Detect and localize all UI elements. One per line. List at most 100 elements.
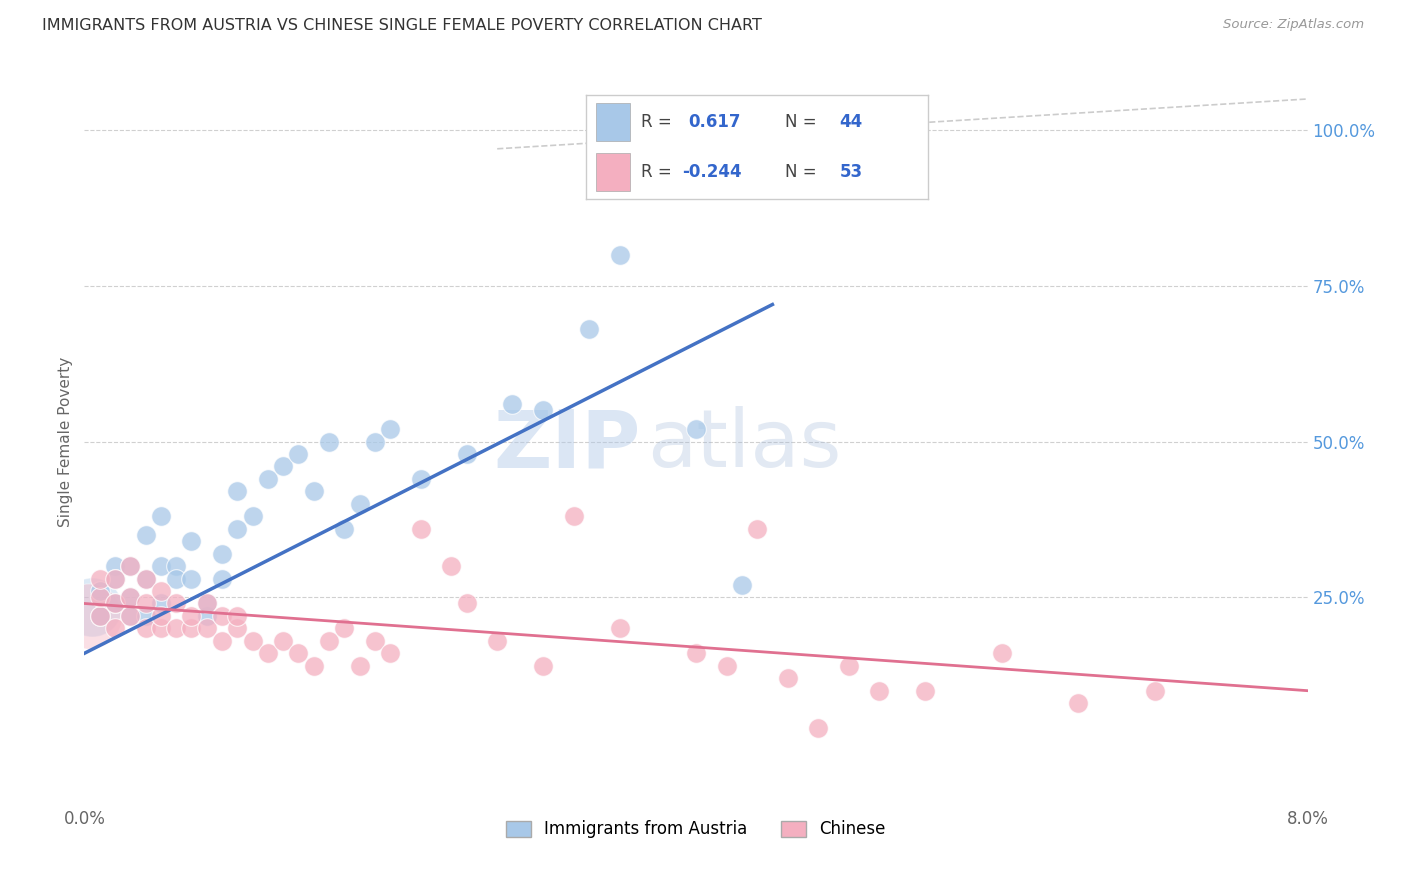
Point xyxy=(380,422,402,436)
Point xyxy=(364,434,387,449)
Point xyxy=(120,591,142,605)
Point xyxy=(609,621,631,635)
Point xyxy=(135,572,157,586)
Point xyxy=(120,559,142,574)
Point xyxy=(318,434,340,449)
Point xyxy=(149,584,172,599)
Point xyxy=(135,609,157,624)
Point xyxy=(914,683,936,698)
Point xyxy=(747,522,769,536)
Point xyxy=(89,572,111,586)
Point xyxy=(211,547,233,561)
Point xyxy=(685,422,707,436)
Point xyxy=(776,671,799,685)
Point xyxy=(716,658,738,673)
Point xyxy=(578,322,600,336)
Point xyxy=(364,633,387,648)
Text: IMMIGRANTS FROM AUSTRIA VS CHINESE SINGLE FEMALE POVERTY CORRELATION CHART: IMMIGRANTS FROM AUSTRIA VS CHINESE SINGL… xyxy=(42,18,762,33)
Point xyxy=(149,559,172,574)
Point xyxy=(380,646,402,660)
Point xyxy=(685,646,707,660)
Point xyxy=(211,633,233,648)
Point xyxy=(1067,696,1090,710)
Point xyxy=(609,248,631,262)
Point xyxy=(89,609,111,624)
Point xyxy=(271,633,294,648)
Point xyxy=(838,658,860,673)
Point xyxy=(242,509,264,524)
Point xyxy=(89,609,111,624)
Legend: Immigrants from Austria, Chinese: Immigrants from Austria, Chinese xyxy=(499,814,893,845)
Point xyxy=(302,484,325,499)
Point xyxy=(135,572,157,586)
Point xyxy=(349,497,371,511)
Point xyxy=(409,522,432,536)
Point xyxy=(562,509,585,524)
Point xyxy=(257,646,280,660)
Point xyxy=(120,609,142,624)
Point xyxy=(318,633,340,648)
Point xyxy=(302,658,325,673)
Point xyxy=(226,621,249,635)
Point xyxy=(120,609,142,624)
Point xyxy=(104,621,127,635)
Point xyxy=(242,633,264,648)
Point xyxy=(226,522,249,536)
Y-axis label: Single Female Poverty: Single Female Poverty xyxy=(58,357,73,526)
Point xyxy=(180,534,202,549)
Point xyxy=(195,597,218,611)
Point xyxy=(333,522,356,536)
Point xyxy=(211,609,233,624)
Point xyxy=(531,658,554,673)
Point xyxy=(89,591,111,605)
Point xyxy=(869,683,891,698)
Point xyxy=(440,559,463,574)
Point xyxy=(120,559,142,574)
Point xyxy=(104,572,127,586)
Point xyxy=(349,658,371,673)
Point xyxy=(226,484,249,499)
Point xyxy=(486,633,509,648)
Point xyxy=(226,609,249,624)
Point xyxy=(104,597,127,611)
Point xyxy=(1143,683,1166,698)
Point xyxy=(531,403,554,417)
Point xyxy=(135,621,157,635)
Point xyxy=(195,597,218,611)
Text: atlas: atlas xyxy=(647,406,841,484)
Point xyxy=(195,609,218,624)
Point xyxy=(211,572,233,586)
Point xyxy=(502,397,524,411)
Point xyxy=(149,621,172,635)
Point xyxy=(149,597,172,611)
Point xyxy=(77,609,100,624)
Point xyxy=(120,591,142,605)
Point xyxy=(271,459,294,474)
Point xyxy=(180,621,202,635)
Point xyxy=(89,584,111,599)
Point xyxy=(195,621,218,635)
Point xyxy=(257,472,280,486)
Point xyxy=(165,621,187,635)
Point xyxy=(135,597,157,611)
Point xyxy=(165,559,187,574)
Text: ZIP: ZIP xyxy=(494,406,641,484)
Point xyxy=(104,597,127,611)
Point xyxy=(180,572,202,586)
Point xyxy=(456,597,478,611)
Point xyxy=(80,599,103,614)
Text: Source: ZipAtlas.com: Source: ZipAtlas.com xyxy=(1223,18,1364,31)
Point xyxy=(104,572,127,586)
Point xyxy=(409,472,432,486)
Point xyxy=(165,597,187,611)
Point xyxy=(456,447,478,461)
Point xyxy=(104,559,127,574)
Point xyxy=(731,578,754,592)
Point xyxy=(165,572,187,586)
Point xyxy=(991,646,1014,660)
Point xyxy=(807,721,830,735)
Point xyxy=(135,528,157,542)
Point xyxy=(716,148,738,162)
Point xyxy=(149,609,172,624)
Point xyxy=(180,609,202,624)
